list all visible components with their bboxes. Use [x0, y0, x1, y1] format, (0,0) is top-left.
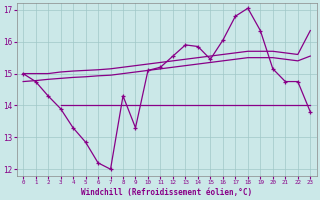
- X-axis label: Windchill (Refroidissement éolien,°C): Windchill (Refroidissement éolien,°C): [81, 188, 252, 197]
